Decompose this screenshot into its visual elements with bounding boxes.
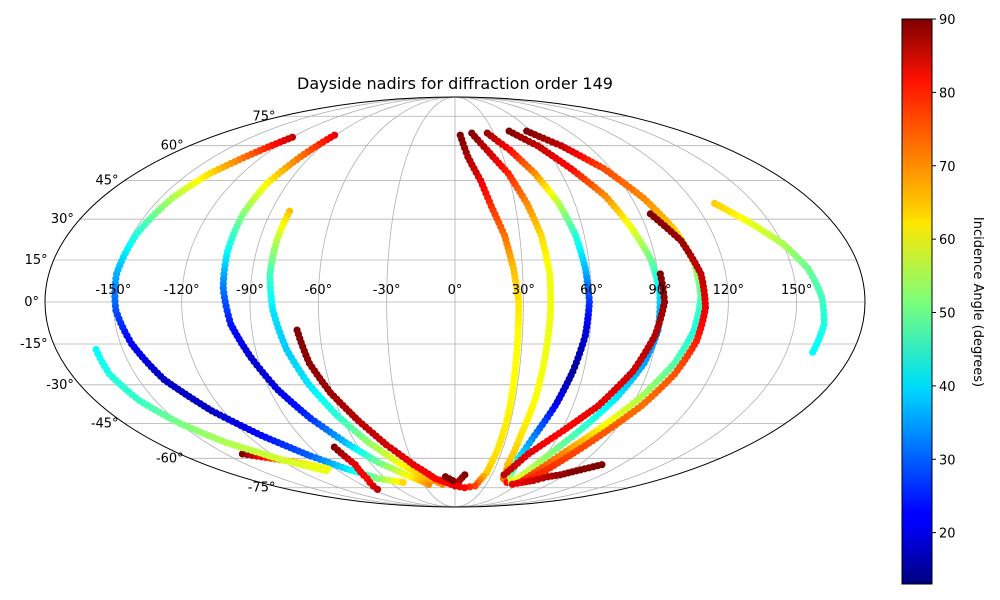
lat-tick-label: -15°	[20, 337, 48, 352]
lat-tick-label: -60°	[156, 451, 184, 466]
colorbar-tick-label: 30	[939, 453, 956, 468]
data-point	[471, 482, 479, 490]
data-point	[373, 485, 382, 494]
data-points	[92, 127, 828, 494]
lat-tick-label: 60°	[161, 139, 184, 154]
colorbar-ticks: 20 30 40 50 60 70 80 90	[932, 13, 956, 542]
lat-tick-label: 45°	[96, 174, 119, 189]
lon-tick-label: 30°	[512, 283, 535, 298]
colorbar-tick-label: 60	[939, 233, 956, 248]
data-point	[500, 471, 508, 479]
colorbar-tick-label: 70	[939, 160, 956, 175]
map-frame	[44, 96, 866, 508]
lon-tick-label: 150°	[781, 283, 812, 298]
chart-title: Dayside nadirs for diffraction order 149	[297, 74, 613, 93]
map-grid	[45, 96, 865, 508]
lon-tick-label: -120°	[164, 283, 200, 298]
colorbar-tick-label: 80	[939, 86, 956, 101]
lat-tick-label: 0°	[24, 295, 39, 310]
lat-tick-label: -75°	[248, 481, 276, 496]
lat-tick-label: -45°	[91, 416, 119, 431]
lon-tick-label: -150°	[95, 283, 131, 298]
lon-tick-label: 60°	[580, 283, 603, 298]
data-point	[399, 478, 407, 487]
lat-tick-label: -30°	[46, 378, 74, 393]
longitude-tick-labels: -150° -120° -90° -60° -30° 0° 30° 60° 90° 120° 150…	[95, 283, 812, 298]
lon-tick-label: -60°	[304, 283, 332, 298]
colorbar-tick-label: 40	[939, 380, 956, 395]
data-point	[322, 467, 330, 475]
lon-tick-label: 90°	[648, 283, 671, 298]
colorbar-tick-label: 90	[939, 13, 956, 28]
colorbar	[901, 18, 933, 585]
data-point	[441, 473, 450, 481]
data-point	[809, 348, 817, 356]
lat-tick-label: 15°	[25, 253, 48, 268]
latitude-tick-labels: -75° -60° -45° -30° -15° 0° 15° 30° 45° 60° 75°	[20, 109, 276, 495]
lat-tick-label: 75°	[252, 109, 275, 124]
colorbar-tick-label: 20	[939, 527, 956, 542]
lat-tick-label: 30°	[51, 212, 74, 227]
lon-tick-label: -90°	[236, 283, 264, 298]
lon-tick-label: 0°	[448, 283, 463, 298]
data-point	[451, 482, 459, 490]
lon-tick-label: -30°	[373, 283, 401, 298]
colorbar-label: Incidence Angle (degrees)	[970, 217, 985, 387]
data-point	[598, 461, 606, 469]
colorbar-tick-label: 50	[939, 307, 956, 322]
lon-tick-label: 120°	[713, 283, 744, 298]
data-point	[461, 471, 469, 479]
